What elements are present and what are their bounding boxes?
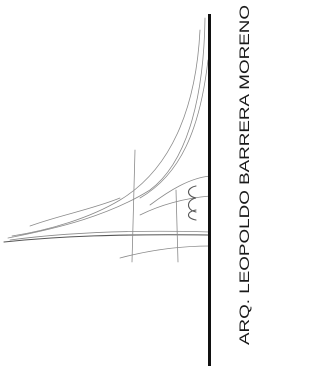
sketch-curve [12,30,200,236]
sketch-stairs [189,186,197,220]
sketch [4,18,210,262]
sketch-curve [30,198,120,226]
page: {"logo": {"text": "ARQ. LEOPOLDO BARRERA… [0,0,256,368]
sketch-base [120,246,210,258]
logo-text: ARQ. LEOPOLDO BARRERA MORENO [236,5,252,345]
divider-bar [208,14,211,366]
sketch-vertical [132,150,135,262]
logo: ARQ. LEOPOLDO BARRERA MORENO [0,0,256,368]
sketch-roof [140,196,210,215]
sketch-curve [140,60,208,198]
sketch-curve [8,18,205,238]
